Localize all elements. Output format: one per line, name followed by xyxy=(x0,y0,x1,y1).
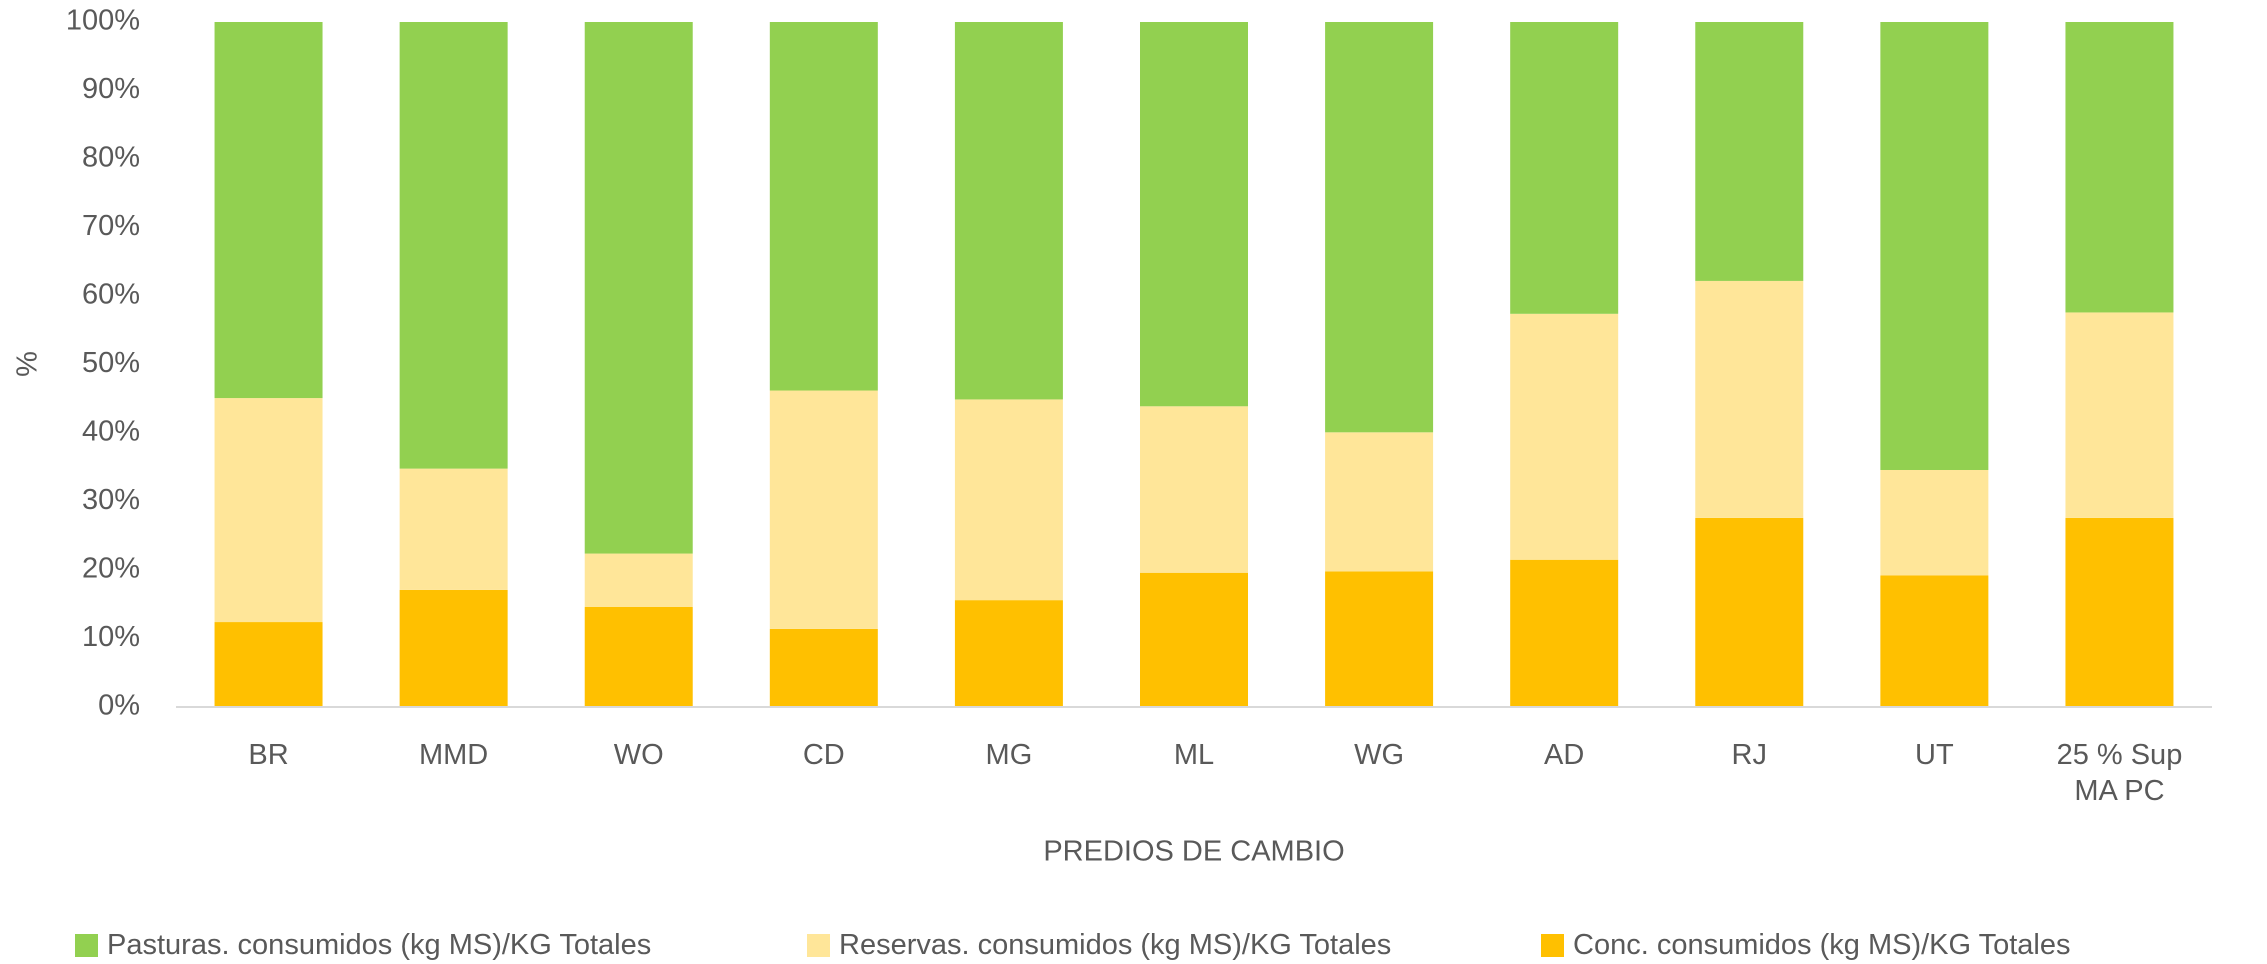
y-tick-label: 30% xyxy=(82,484,140,516)
bar-segment xyxy=(584,553,693,607)
bar-segment xyxy=(399,468,508,590)
bar-segment xyxy=(584,22,693,554)
legend-label: Conc. consumidos (kg MS)/KG Totales xyxy=(1573,929,2071,961)
y-tick-label: 60% xyxy=(82,279,140,311)
x-tick-label: WG xyxy=(1354,739,1405,771)
y-tick-label: 80% xyxy=(82,142,140,174)
bar-segment xyxy=(399,22,508,469)
bar-segment xyxy=(954,399,1063,601)
legend-item: Reservas. consumidos (kg MS)/KG Totales xyxy=(807,929,1391,962)
y-tick-label: 20% xyxy=(82,553,140,585)
legend-label: Reservas. consumidos (kg MS)/KG Totales xyxy=(839,929,1392,961)
x-tick-label: BR xyxy=(248,739,289,771)
legend-item: Conc. consumidos (kg MS)/KG Totales xyxy=(1541,929,2071,962)
bar-segment xyxy=(1880,22,1989,470)
x-axis-title: PREDIOS DE CAMBIO xyxy=(1043,836,1344,868)
y-tick-label: 10% xyxy=(82,621,140,653)
bar-segment xyxy=(1325,571,1434,707)
bar-segment xyxy=(954,22,1063,400)
bar-segment xyxy=(1510,313,1619,560)
x-tick-label: CD xyxy=(802,739,845,771)
bar-segment xyxy=(769,390,878,629)
bar-segment xyxy=(2065,312,2174,518)
bar-segment xyxy=(1880,469,1989,576)
bar-segment xyxy=(1510,22,1619,314)
bar-segment xyxy=(954,600,1063,707)
y-tick-label: 50% xyxy=(82,347,140,379)
y-tick-label: 40% xyxy=(82,416,140,448)
bar-segment xyxy=(1140,572,1248,707)
y-tick-label: 70% xyxy=(82,210,140,242)
bar-segment xyxy=(584,606,693,707)
x-tick-label: WO xyxy=(613,739,664,771)
bar-segment xyxy=(1325,22,1434,433)
bar-segment xyxy=(1695,517,1804,707)
bar-segment xyxy=(1510,559,1619,707)
legend-swatch xyxy=(75,934,98,957)
x-tick-label: UT xyxy=(1915,739,1954,771)
legend-swatch xyxy=(807,934,830,957)
legend-label: Pasturas. consumidos (kg MS)/KG Totales xyxy=(107,929,652,961)
bar-segment xyxy=(1140,22,1248,407)
legend-item: Pasturas. consumidos (kg MS)/KG Totales xyxy=(75,929,651,962)
x-tick-label: 25 % Sup MA PC xyxy=(2056,739,2183,807)
x-tick-label: MG xyxy=(985,739,1033,771)
x-tick-label: ML xyxy=(1173,739,1215,771)
x-tick-label: RJ xyxy=(1731,739,1767,771)
y-tick-label: 90% xyxy=(82,73,140,105)
bar-segment xyxy=(1695,22,1804,281)
bar-segment xyxy=(2065,22,2174,313)
bar-segment xyxy=(214,622,323,707)
bar-segment xyxy=(1695,280,1804,518)
bar-segment xyxy=(2065,517,2174,707)
y-axis-title: % xyxy=(12,351,44,377)
bar-segment xyxy=(214,398,323,623)
bar-segment xyxy=(1880,575,1989,707)
bar-segment xyxy=(399,589,508,707)
bar-segment xyxy=(1140,406,1248,573)
x-tick-label: MMD xyxy=(418,739,489,771)
bar-segment xyxy=(769,628,878,707)
bar-segment xyxy=(214,22,323,399)
bar-segment xyxy=(1325,432,1434,572)
bar-segment xyxy=(769,22,878,391)
y-tick-label: 0% xyxy=(98,690,140,722)
y-tick-label: 100% xyxy=(66,5,140,37)
legend-swatch xyxy=(1541,934,1564,957)
x-tick-label: AD xyxy=(1544,739,1585,771)
